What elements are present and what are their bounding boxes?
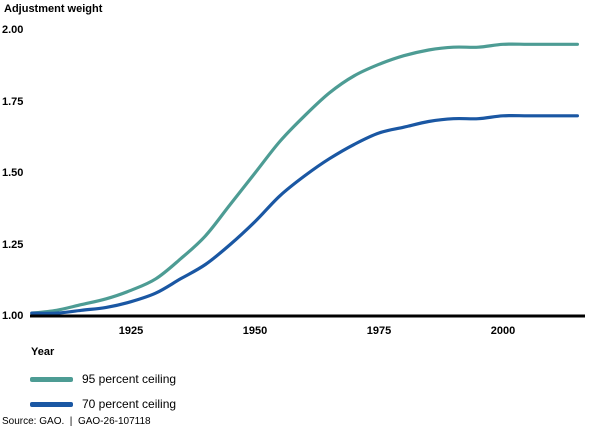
y-tick-label: 1.25 [2, 238, 24, 251]
legend: 95 percent ceiling 70 percent ceiling [30, 369, 176, 419]
series-line-70-percent-ceiling [30, 113, 579, 315]
x-tick-label: 2000 [490, 325, 516, 337]
legend-swatch-icon [30, 401, 73, 407]
legend-swatch-icon [30, 376, 73, 382]
legend-label: 95 percent ceiling [82, 372, 177, 386]
y-tick-label: 1.00 [2, 310, 24, 322]
legend-label: 70 percent ceiling [82, 397, 177, 411]
x-tick-label: 1925 [118, 325, 144, 337]
y-tick-label: 1.75 [2, 95, 24, 108]
legend-item: 70 percent ceiling [30, 394, 176, 414]
series-line-95-percent-ceiling [30, 42, 579, 315]
y-tick-label: 2.00 [2, 24, 24, 36]
x-tick-label: 1975 [366, 325, 392, 337]
y-tick-label: 1.50 [2, 167, 24, 179]
x-axis-title: Year [31, 346, 55, 358]
source-note: Source: GAO. | GAO-26-107118 [2, 416, 151, 427]
chart-title: Adjustment weight [4, 3, 103, 15]
x-tick-label: 1950 [242, 325, 268, 337]
legend-item: 95 percent ceiling [30, 369, 176, 389]
